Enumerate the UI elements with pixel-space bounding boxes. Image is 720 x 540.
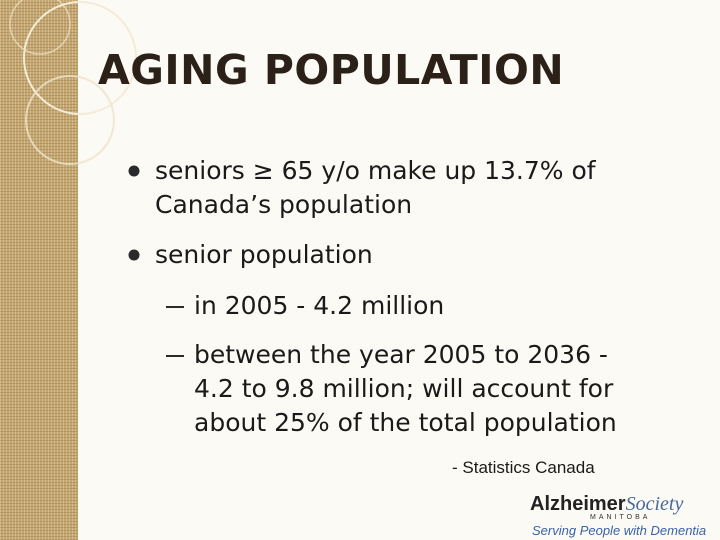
source: - Statistics Canada (452, 458, 595, 477)
decor-circle (23, 1, 137, 115)
sub-bullet-line: about 25% of the total population (194, 408, 617, 437)
decor-circle (9, 0, 71, 55)
bullet-dot (128, 165, 140, 177)
logo-region: MANITOBA (590, 514, 651, 521)
bullet-line: seniors ≥ 65 y/o make up 13.7% of (155, 156, 596, 185)
bullet-dot (128, 249, 140, 261)
sub-bullet-line: between the year 2005 to 2036 - (194, 340, 608, 369)
decor-circle (25, 75, 115, 165)
logo-tagline: Serving People with Dementia (532, 523, 707, 538)
bullet-line: Canada’s population (155, 190, 413, 219)
logo-name: AlzheimerSociety (530, 493, 683, 516)
sub-bullet-line: in 2005 - 4.2 million (194, 291, 445, 320)
logo-italic: Society (625, 493, 684, 515)
sub-bullet-line: 4.2 to 9.8 million; will account for (194, 374, 614, 403)
slide-title: AGING POPULATION (98, 46, 565, 94)
logo-bold: Alzheimer (530, 493, 626, 515)
bullet-line: senior population (155, 240, 373, 269)
